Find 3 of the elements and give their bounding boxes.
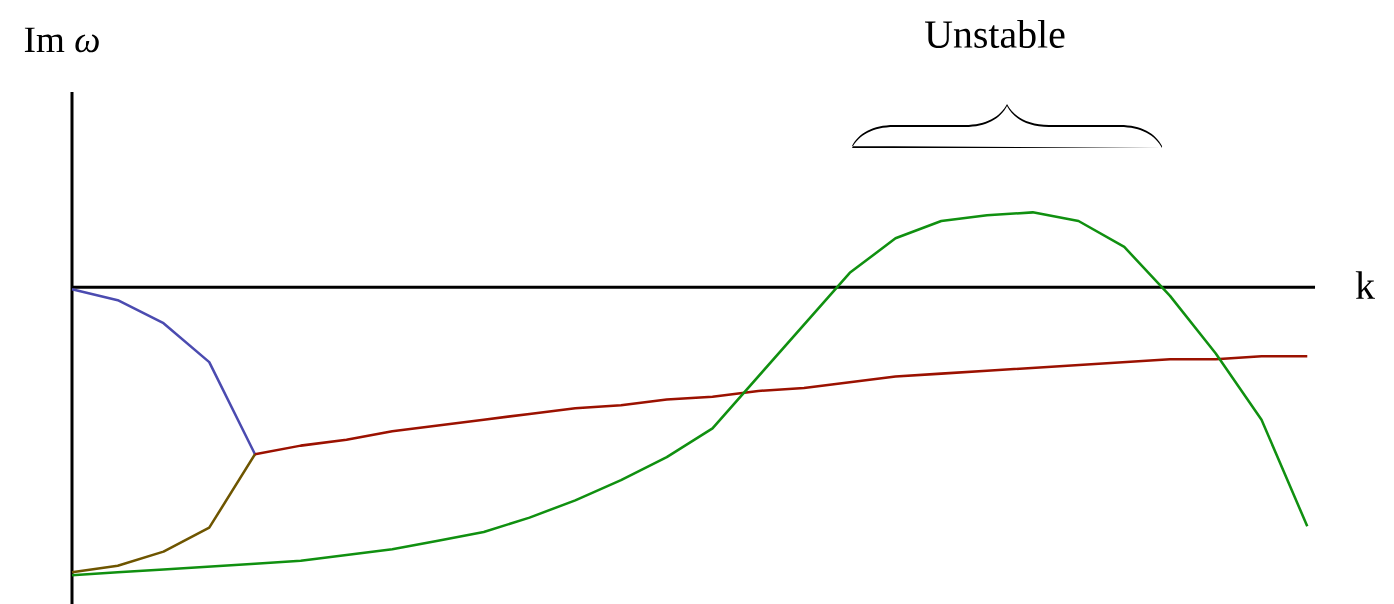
text: Unstable — [925, 19, 1065, 49]
x-axis-title: k — [1355, 271, 1375, 299]
y-axis-title: Im ω — [24, 27, 99, 53]
